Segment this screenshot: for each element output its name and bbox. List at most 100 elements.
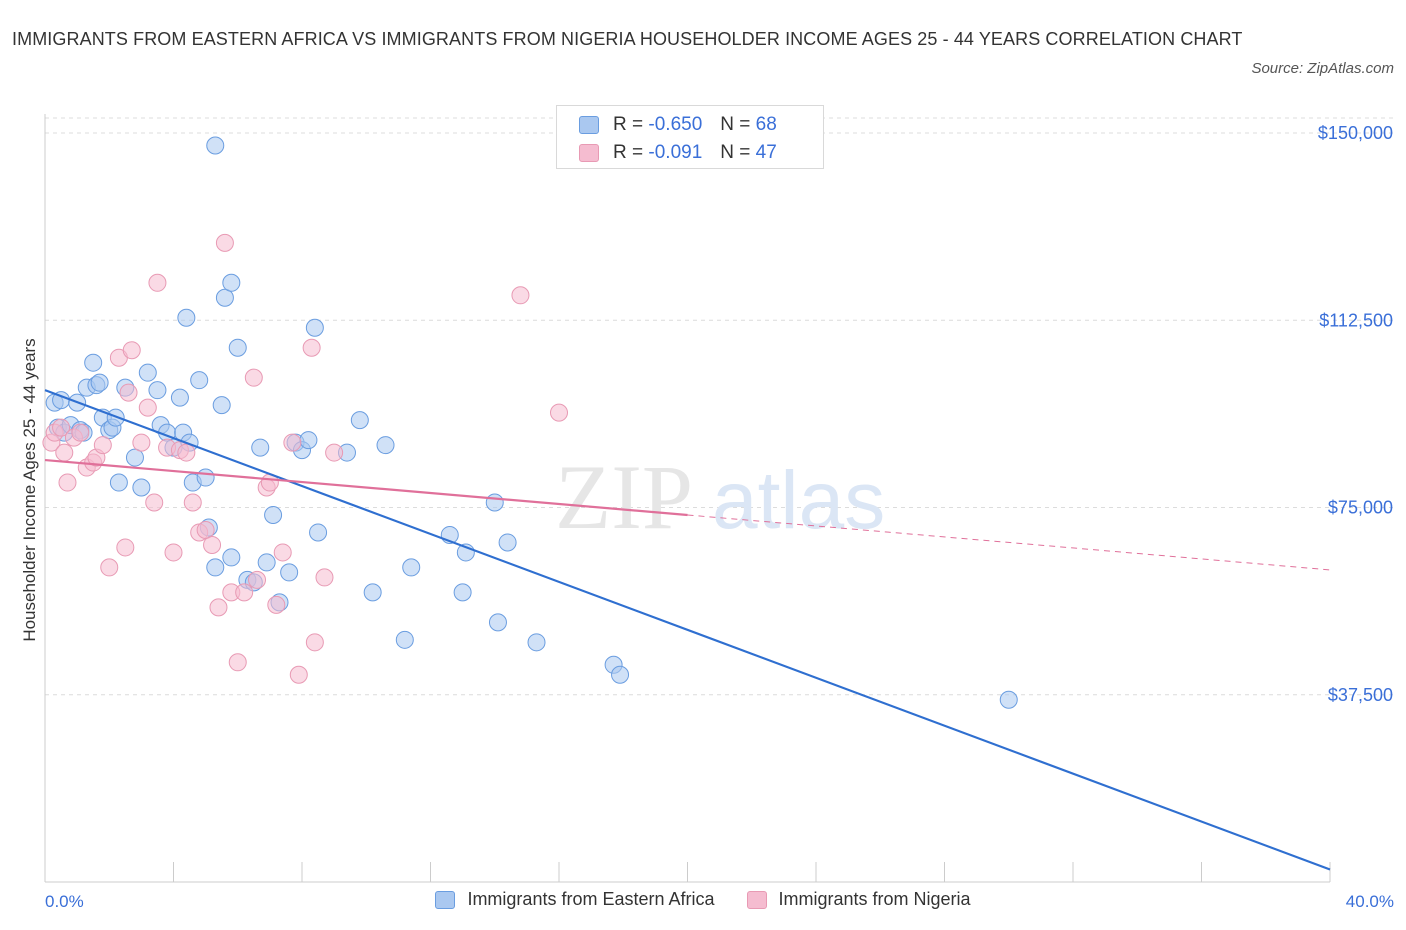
data-point <box>453 583 472 602</box>
data-point <box>485 493 504 512</box>
y-tick-label: $150,000 <box>1318 123 1393 143</box>
legend-item-nigeria[interactable]: Immigrants from Nigeria <box>746 889 971 910</box>
data-point <box>498 533 517 552</box>
data-point <box>116 538 135 557</box>
y-axis-label: Householder Income Ages 25 - 44 years <box>20 338 39 642</box>
correlation-legend: R = -0.650 N = 68 R = -0.091 N = 47 <box>556 105 824 169</box>
data-point <box>257 553 276 572</box>
data-point <box>177 443 196 462</box>
data-point <box>177 308 196 327</box>
data-point <box>267 595 286 614</box>
data-point <box>206 558 225 577</box>
data-point <box>228 653 247 672</box>
trend-line <box>44 389 1331 871</box>
r-label: R = <box>613 142 644 163</box>
data-point <box>100 558 119 577</box>
x-tick-max: 40.0% <box>1345 892 1394 911</box>
legend-swatch-pink <box>579 144 599 162</box>
data-point <box>350 411 369 430</box>
data-point <box>190 371 209 390</box>
data-point <box>402 558 421 577</box>
data-point <box>71 423 90 442</box>
data-point <box>289 665 308 684</box>
watermark: ZIP atlas <box>555 446 885 548</box>
x-tick-min: 0.0% <box>45 892 84 911</box>
r-value: -0.650 <box>648 114 703 135</box>
legend-label: Immigrants from Eastern Africa <box>467 889 715 909</box>
data-point <box>212 396 231 415</box>
data-point <box>222 548 241 567</box>
source-label: Source: ZipAtlas.com <box>1251 60 1394 77</box>
data-point <box>302 338 321 357</box>
data-point <box>527 633 546 652</box>
data-point <box>109 473 128 492</box>
data-point <box>228 338 247 357</box>
data-point <box>84 353 103 372</box>
series-eastern-africa <box>45 136 1018 709</box>
legend-swatch-blue <box>435 890 456 909</box>
data-point <box>273 543 292 562</box>
n-value: 68 <box>755 114 777 135</box>
data-point <box>196 468 215 487</box>
data-point <box>222 273 241 292</box>
y-tick-label: $75,000 <box>1328 498 1393 518</box>
data-point <box>299 431 318 450</box>
data-point <box>132 478 151 497</box>
trend-line <box>44 458 688 517</box>
trend-line <box>687 514 1331 571</box>
data-point <box>325 443 344 462</box>
legend-label: Immigrants from Nigeria <box>778 889 971 909</box>
legend-item-eastern-africa[interactable]: Immigrants from Eastern Africa <box>435 889 715 910</box>
data-point <box>251 438 270 457</box>
data-point <box>164 543 183 562</box>
data-point <box>550 403 568 422</box>
trend-lines <box>44 389 1331 871</box>
data-point <box>119 383 138 402</box>
data-point <box>395 630 414 649</box>
legend-row-eastern-africa: R = -0.650 N = 68 <box>579 113 777 137</box>
series-nigeria <box>42 233 568 684</box>
data-point <box>248 570 267 589</box>
data-point <box>215 233 234 252</box>
data-point <box>363 583 382 602</box>
n-label: N = <box>720 142 751 163</box>
axes <box>44 114 1331 883</box>
watermark-atlas: atlas <box>712 455 885 546</box>
data-point <box>315 568 334 587</box>
data-point <box>138 363 157 382</box>
data-point <box>235 583 254 602</box>
data-point <box>611 665 630 684</box>
data-point <box>283 433 302 452</box>
data-point <box>145 493 164 512</box>
data-point <box>52 418 71 437</box>
data-point <box>206 136 225 155</box>
grid-lines <box>45 117 1393 696</box>
r-label: R = <box>613 114 644 135</box>
series-legend: Immigrants from Eastern Africa Immigrant… <box>0 889 1406 910</box>
data-point <box>511 286 530 305</box>
data-point <box>999 690 1018 709</box>
n-label: N = <box>720 114 751 135</box>
data-point <box>55 443 74 462</box>
data-point <box>488 613 507 632</box>
data-point <box>148 381 167 400</box>
data-point <box>264 505 283 524</box>
data-point <box>93 436 112 455</box>
data-point <box>183 493 202 512</box>
chart-title: IMMIGRANTS FROM EASTERN AFRICA VS IMMIGR… <box>12 29 1243 49</box>
legend-swatch-pink <box>746 890 767 909</box>
y-tick-label: $37,500 <box>1328 685 1393 705</box>
data-point <box>138 398 157 417</box>
watermark-zip: ZIP <box>555 446 693 548</box>
data-point <box>170 388 189 407</box>
data-point <box>58 473 77 492</box>
data-point <box>305 318 324 337</box>
r-value: -0.091 <box>648 142 703 163</box>
data-point <box>132 433 151 452</box>
data-point <box>376 436 395 455</box>
y-tick-labels: $37,500 $75,000 $112,500 $150,000 <box>1318 123 1393 705</box>
data-point <box>122 341 141 360</box>
data-point <box>203 535 222 554</box>
data-point <box>244 368 263 387</box>
